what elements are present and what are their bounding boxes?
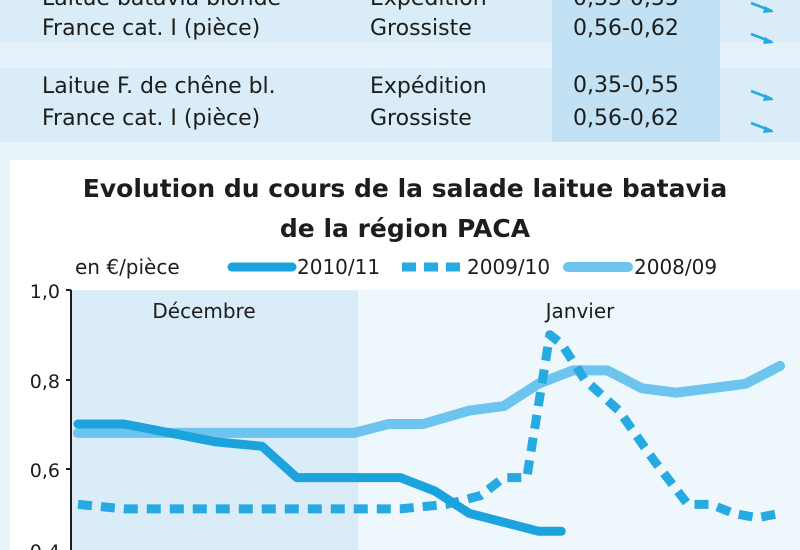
product-name: Laitue batavia blonde xyxy=(42,0,281,14)
chart-title-line-1: Evolution du cours de la salade laitue b… xyxy=(82,174,728,203)
y-tick-label: 1,0 xyxy=(30,281,60,303)
period-label-january: Janvier xyxy=(544,299,616,323)
down-right-arrow-icon xyxy=(750,121,774,133)
y-tick-label: 0,8 xyxy=(30,371,60,393)
y-tick-label: 0,6 xyxy=(30,460,60,482)
legend-label-2008-09: 2008/09 xyxy=(634,255,717,279)
price-range: 0,56-0,62 xyxy=(573,106,679,131)
product-grade: France cat. I (pièce) xyxy=(42,106,261,131)
down-right-arrow-icon xyxy=(750,32,774,44)
down-right-arrow-icon xyxy=(750,89,774,101)
series-line-2009-10 xyxy=(77,330,781,523)
y-tick-label: 0,4 xyxy=(30,541,60,550)
price-column xyxy=(552,0,720,142)
chart-plot: en €/pièce 2010/11 2009/10 2008/09 Décem… xyxy=(30,255,800,550)
product-name: Laitue F. de chêne bl. xyxy=(42,74,276,99)
market-stage: Grossiste xyxy=(370,106,472,131)
series-line-2010-11 xyxy=(73,419,566,536)
price-table: Laitue batavia blonde France cat. I (piè… xyxy=(0,0,800,142)
price-chart: Evolution du cours de la salade laitue b… xyxy=(10,160,800,550)
series-line-2008-09 xyxy=(73,360,785,438)
legend-label-2010-11: 2010/11 xyxy=(297,255,380,279)
market-stage: Expédition xyxy=(370,74,487,99)
market-stage: Grossiste xyxy=(370,16,472,41)
unit-label: en €/pièce xyxy=(75,255,180,279)
price-range: 0,35-0,55 xyxy=(573,73,679,98)
price-range: 0,56-0,62 xyxy=(573,16,679,41)
market-stage: Expédition xyxy=(370,0,487,14)
chart-title-line-2: de la région PACA xyxy=(279,214,531,243)
down-right-arrow-icon xyxy=(750,1,774,13)
legend-label-2009-10: 2009/10 xyxy=(467,255,550,279)
period-label-december: Décembre xyxy=(152,299,255,323)
price-range: 0,35-0,55 xyxy=(573,0,679,14)
product-grade: France cat. I (pièce) xyxy=(42,16,261,41)
